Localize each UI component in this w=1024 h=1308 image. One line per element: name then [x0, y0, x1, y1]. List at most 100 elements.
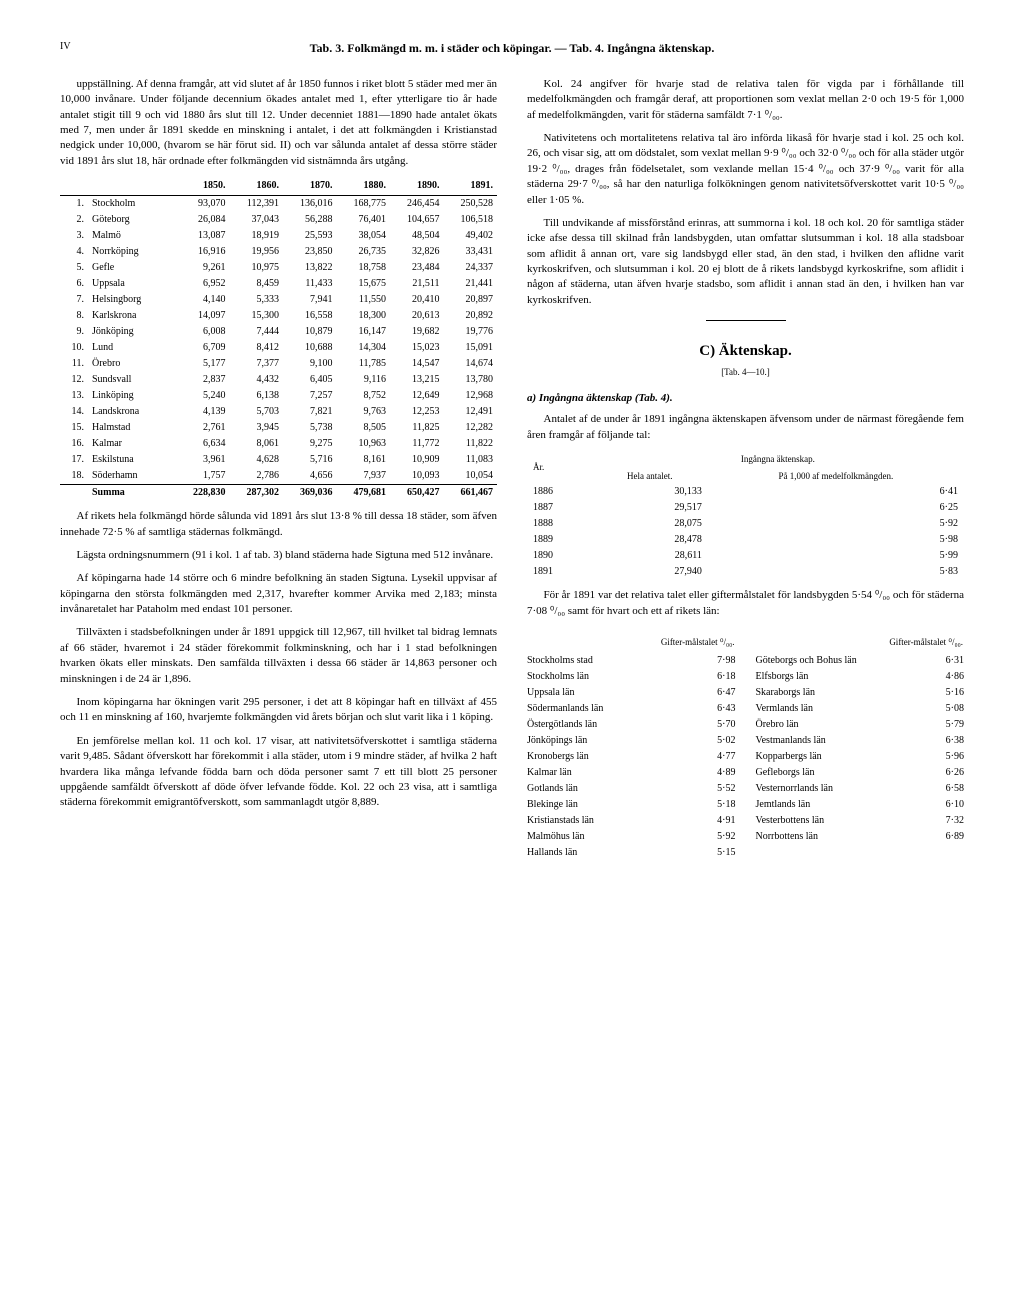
table-row: Örebro län5·79: [756, 717, 965, 733]
lan-value: 6·26: [875, 765, 964, 781]
table-row: 189028,6115·99: [527, 548, 964, 564]
page-number: IV: [60, 40, 71, 54]
table-row: Kronobergs län4·77: [527, 749, 736, 765]
table-cell: Summa: [88, 485, 176, 502]
table-cell: 4,432: [230, 372, 284, 388]
paragraph: Af köpingarna hade 14 större och 6 mindr…: [60, 571, 497, 617]
table-cell: 24,337: [444, 260, 498, 276]
city-table-header: 1850.: [176, 177, 230, 196]
paragraph: Tillväxten i stadsbefolkningen under år …: [60, 625, 497, 687]
table-cell: [60, 485, 88, 502]
table-row: Vestmanlands län6·38: [756, 733, 965, 749]
lan-name: Vermlands län: [756, 701, 875, 717]
lan-value: 5·02: [632, 733, 736, 749]
table-cell: 13.: [60, 388, 88, 404]
table-cell: 106,518: [444, 212, 498, 228]
table-cell: 10,909: [390, 452, 444, 468]
table-cell: 12,282: [444, 420, 498, 436]
table-cell: 16,147: [337, 324, 391, 340]
table-row: 17.Eskilstuna3,9614,6285,7168,16110,9091…: [60, 452, 497, 468]
divider: [706, 320, 786, 321]
table-row: 7.Helsingborg4,1405,3337,94111,55020,410…: [60, 292, 497, 308]
table-cell: 4.: [60, 244, 88, 260]
table-cell: 18,300: [337, 308, 391, 324]
lan-value: 5·96: [875, 749, 964, 765]
table-cell: 15,675: [337, 276, 391, 292]
table-cell: 11,083: [444, 452, 498, 468]
table-cell: 4,139: [176, 404, 230, 420]
lan-name: Jönköpings län: [527, 733, 632, 749]
subsection-a: a) Ingångna äktenskap (Tab. 4).: [527, 391, 964, 406]
table-cell: 21,441: [444, 276, 498, 292]
table-cell: 11,433: [283, 276, 337, 292]
table-cell: Örebro: [88, 356, 176, 372]
table-row: 189127,9405·83: [527, 564, 964, 580]
table-cell: 26,735: [337, 244, 391, 260]
table-cell: 8,752: [337, 388, 391, 404]
table-cell: 1,757: [176, 468, 230, 485]
table-cell: 112,391: [230, 196, 284, 213]
table-cell: 19,682: [390, 324, 444, 340]
table-cell: 15,091: [444, 340, 498, 356]
table-cell: Karlskrona: [88, 308, 176, 324]
table-cell: Eskilstuna: [88, 452, 176, 468]
lan-name: Blekinge län: [527, 797, 632, 813]
table-cell: 5·99: [708, 548, 964, 564]
table-row: 8.Karlskrona14,09715,30016,55818,30020,6…: [60, 308, 497, 324]
lan-name: Norrbottens län: [756, 829, 875, 845]
lan-name: Stockholms län: [527, 669, 632, 685]
table-cell: 6,709: [176, 340, 230, 356]
table-cell: 16,916: [176, 244, 230, 260]
table-cell: 6,138: [230, 388, 284, 404]
table-cell: 33,431: [444, 244, 498, 260]
table-cell: 16,558: [283, 308, 337, 324]
table-cell: 12,253: [390, 404, 444, 420]
table-cell: 12,491: [444, 404, 498, 420]
table-row: 188828,0755·92: [527, 516, 964, 532]
lan-value: 6·43: [632, 701, 736, 717]
table-cell: 6,008: [176, 324, 230, 340]
table-row: 15.Halmstad2,7613,9455,7388,50511,82512,…: [60, 420, 497, 436]
table-row: Vesterbottens län7·32: [756, 813, 965, 829]
table-row: 16.Kalmar6,6348,0619,27510,96311,77211,8…: [60, 436, 497, 452]
table-cell: 5,703: [230, 404, 284, 420]
table-cell: 28,075: [592, 516, 708, 532]
table-cell: 2,837: [176, 372, 230, 388]
table-cell: 9,100: [283, 356, 337, 372]
table-cell: 104,657: [390, 212, 444, 228]
table-row: Kalmar län4·89: [527, 765, 736, 781]
city-table-header: 1880.: [337, 177, 391, 196]
table-cell: 20,892: [444, 308, 498, 324]
table-row: Hallands län5·15: [527, 845, 736, 861]
th-abs: Hela antalet.: [592, 468, 708, 485]
table-cell: 228,830: [176, 485, 230, 502]
lan-value: 5·79: [875, 717, 964, 733]
table-row: Göteborgs och Bohus län6·31: [756, 653, 965, 669]
table-row: 9.Jönköping6,0087,44410,87916,14719,6821…: [60, 324, 497, 340]
lan-value: 5·08: [875, 701, 964, 717]
table-row: Kopparbergs län5·96: [756, 749, 965, 765]
table-cell: 479,681: [337, 485, 391, 502]
table-cell: 9,275: [283, 436, 337, 452]
table-row: 3.Malmö13,08718,91925,59338,05448,50449,…: [60, 228, 497, 244]
table-row: Jemtlands län6·10: [756, 797, 965, 813]
table-row: Elfsborgs län4·86: [756, 669, 965, 685]
table-cell: 6.: [60, 276, 88, 292]
section-c-label: C) Äktenskap.: [699, 343, 792, 359]
table-cell: 18,919: [230, 228, 284, 244]
lan-value: 4·86: [875, 669, 964, 685]
city-population-table: 1850.1860.1870.1880.1890.1891. 1.Stockho…: [60, 177, 497, 501]
table-row: 13.Linköping5,2406,1387,2578,75212,64912…: [60, 388, 497, 404]
paragraph: Inom köpingarna har ökningen varit 295 p…: [60, 695, 497, 726]
gifter-header: Gifter-målstalet ⁰/₀₀.: [875, 635, 964, 653]
table-cell: 7,257: [283, 388, 337, 404]
table-row: Gefleborgs län6·26: [756, 765, 965, 781]
paragraph: Till undvikande af missförstånd erinras,…: [527, 216, 964, 308]
table-row: 11.Örebro5,1777,3779,10011,78514,54714,6…: [60, 356, 497, 372]
table-cell: 48,504: [390, 228, 444, 244]
table-cell: 56,288: [283, 212, 337, 228]
table-cell: 5,177: [176, 356, 230, 372]
table-cell: 650,427: [390, 485, 444, 502]
table-cell: Halmstad: [88, 420, 176, 436]
lan-value: 4·77: [632, 749, 736, 765]
